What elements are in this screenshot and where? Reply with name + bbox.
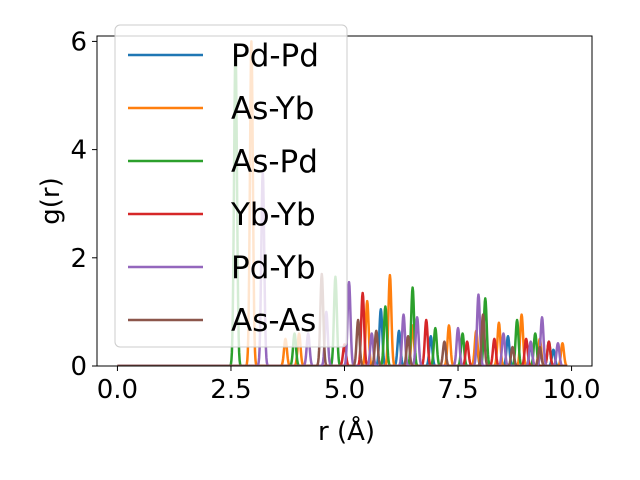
- y-tick-label: 6: [70, 27, 87, 57]
- legend-label-pd-yb: Pd-Yb: [231, 250, 316, 286]
- y-tick-label: 4: [70, 136, 87, 166]
- x-tick-label: 5.0: [324, 375, 365, 405]
- legend-label-pd-pd: Pd-Pd: [231, 38, 319, 74]
- x-tick-label: 0.0: [97, 375, 138, 405]
- x-tick-label: 10.0: [543, 375, 601, 405]
- legend: Pd-Pd As-Yb As-Pd Yb-Yb Pd-Yb As-As: [114, 24, 348, 348]
- x-axis-label: r (Å): [318, 415, 375, 447]
- x-tick-label: 7.5: [437, 375, 478, 405]
- legend-label-as-pd: As-Pd: [231, 144, 318, 180]
- series-line-yb-yb: [116, 291, 568, 366]
- y-axis-label: g(r): [36, 177, 66, 224]
- legend-label-as-as: As-As: [231, 303, 316, 339]
- ticks-layer: 0.0 2.5 5.0 7.5 10.0 0 2 4 6: [70, 27, 600, 405]
- y-tick-label: 0: [70, 352, 87, 382]
- y-tick-label: 2: [70, 244, 87, 274]
- legend-label-as-yb: As-Yb: [231, 91, 314, 127]
- series-layer: [116, 40, 568, 366]
- legend-label-yb-yb: Yb-Yb: [230, 197, 316, 233]
- x-tick-label: 2.5: [210, 375, 251, 405]
